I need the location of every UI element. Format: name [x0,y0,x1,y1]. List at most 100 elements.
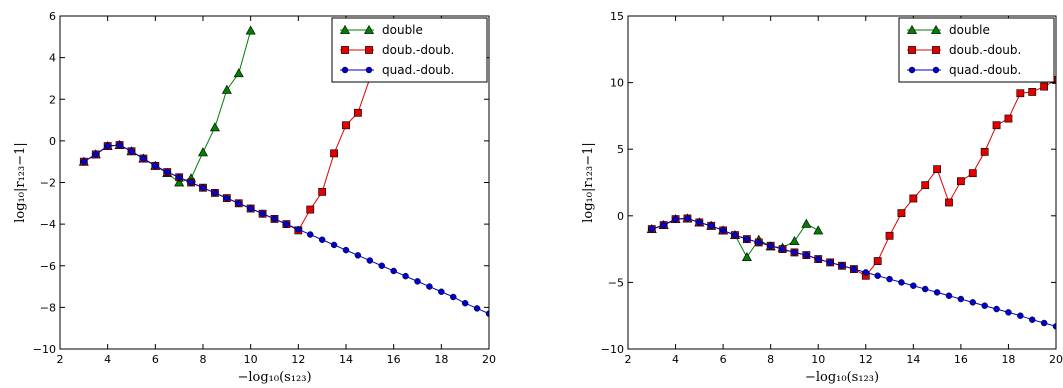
legend-square-marker [365,46,373,54]
x-tick-label: 16 [387,353,401,366]
circle-marker [378,262,385,269]
circle-marker [660,221,667,229]
plot-area [646,76,1056,330]
square-marker [992,121,1001,130]
circle-marker [271,215,278,223]
square-marker [921,181,930,190]
y-tick-label: −8 [40,301,56,314]
legend-triangle-marker [363,24,375,34]
square-marker [968,169,977,178]
circle-marker [743,235,751,243]
square-marker [956,177,965,186]
circle-marker [402,272,409,280]
circle-marker [80,158,88,165]
y-tick-label: 15 [610,10,624,23]
x-tick-label: 14 [906,353,920,366]
circle-marker [696,219,703,226]
legend-circle-marker [932,66,940,74]
y-axis-label: log₁₀|r₁₂₃−1| [13,142,28,223]
circle-marker [104,142,111,150]
legend-circle-marker [341,66,349,74]
circle-marker [838,262,846,269]
legend-square-marker [341,46,349,54]
circle-marker [731,231,739,239]
triangle-marker [174,177,185,187]
triangle-marker [221,84,232,94]
x-tick-label: 14 [339,353,353,366]
square-marker [933,165,942,174]
circle-marker [295,226,302,233]
y-tick-label: 0 [617,210,624,223]
circle-marker [235,200,242,207]
legend-label: quad.-doub. [949,63,1021,77]
triangle-marker [801,218,812,228]
circle-marker [814,255,822,263]
circle-marker [672,215,679,223]
x-tick-label: 12 [859,353,873,366]
circle-marker [211,189,219,197]
circle-marker [354,252,362,259]
y-axis-label: log₁₀|r₁₂₃−1| [581,142,596,223]
circle-marker [719,227,727,234]
square-marker [1016,89,1025,98]
circle-marker [921,285,929,293]
circle-marker [438,288,445,296]
axes-frame [627,15,1057,350]
circle-marker [969,299,977,306]
legend-triangle-marker [339,24,351,34]
y-tick-label: −10 [33,343,56,356]
legend: double doub.-doub. quad.-doub. [898,17,1055,83]
circle-marker [140,155,147,162]
circle-marker [307,231,314,238]
legend: double doub.-doub. quad.-doub. [331,17,488,83]
x-axis-label: −log₁₀(s₁₂₃) [805,370,879,385]
x-tick-label: 16 [954,353,968,366]
square-marker [330,149,338,158]
series-line [83,78,371,232]
x-tick-label: 18 [1001,353,1015,366]
circle-marker [945,292,953,299]
circle-marker [1017,312,1024,319]
y-tick-label: 4 [49,52,56,65]
circle-marker [426,283,433,290]
circle-marker [910,282,917,289]
chart-panel-1: 2 4 6 8 10 12 14 16 18 20 −10 −8 −6 −4 −2 0 2 4 6 −log₁₀(s₁… [13,10,496,385]
series-square [79,74,374,235]
square-marker [1028,88,1037,96]
circle-marker [791,249,798,256]
y-tick-label: 6 [49,10,56,23]
triangle-marker [245,25,256,35]
y-tick-label: 5 [617,143,624,156]
circle-marker [707,222,715,230]
circle-marker [223,194,231,202]
legend-label: doub.-doub. [382,43,454,57]
square-marker [885,231,894,240]
circle-marker [152,162,159,170]
square-marker [980,147,989,156]
square-marker [945,198,953,207]
circle-marker [1005,309,1012,316]
circle-marker [342,246,350,254]
circle-marker [767,242,774,250]
circle-marker [128,148,135,155]
circle-marker [92,151,99,158]
square-marker [342,121,350,130]
series-circle [648,215,1056,330]
circle-marker [330,241,338,249]
legend-square-marker [908,46,916,54]
x-tick-label: 10 [244,353,258,366]
square-marker [897,209,906,218]
triangle-marker [741,251,752,261]
x-tick-label: 8 [200,353,207,366]
y-tick-label: −5 [608,276,624,289]
y-tick-label: −4 [40,218,56,231]
x-tick-label: 8 [767,353,774,366]
circle-marker [826,259,834,266]
triangle-marker [209,122,220,132]
x-tick-label: 6 [720,353,727,366]
circle-marker [862,269,870,276]
legend-label: double [382,23,423,37]
x-tick-label: 20 [482,353,496,366]
x-tick-label: 2 [625,353,632,366]
